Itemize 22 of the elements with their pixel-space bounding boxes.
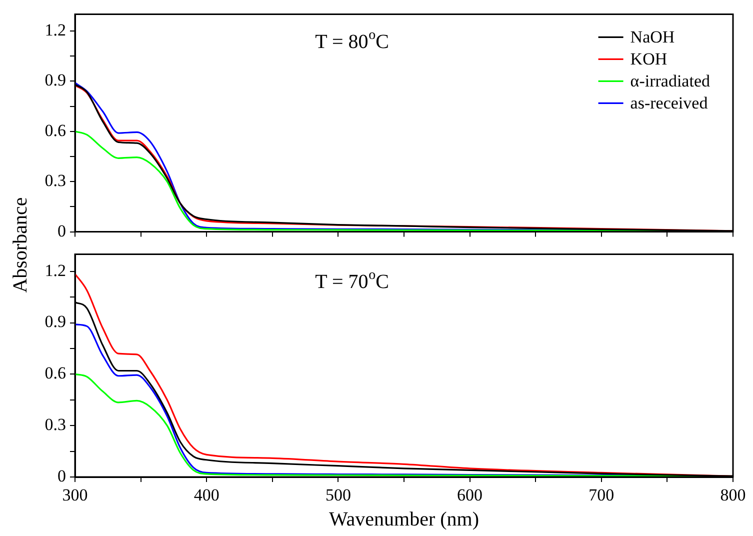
y-tick-label: 1.2 (44, 260, 66, 280)
legend-label: NaOH (630, 28, 675, 47)
y-tick-label: 0 (58, 221, 66, 240)
x-tick-label: 600 (457, 486, 483, 505)
y-tick-label: 0.3 (44, 171, 66, 190)
legend-label: as-received (630, 94, 708, 113)
x-tick-label: 400 (194, 486, 220, 505)
x-tick-label: 300 (62, 486, 88, 505)
legend-label: KOH (630, 50, 668, 69)
legend-label: α-irradiated (630, 72, 710, 91)
y-tick-label: 0.6 (44, 120, 66, 140)
x-tick-label: 700 (588, 486, 614, 505)
y-tick-label: 0.3 (44, 415, 66, 434)
x-tick-label: 800 (720, 486, 746, 505)
x-tick-label: 500 (325, 486, 351, 505)
y-tick-label: 1.2 (44, 20, 66, 40)
y-tick-label: 0.9 (44, 70, 66, 90)
y-tick-label: 0 (58, 466, 66, 486)
y-axis-title: Absorbance (10, 197, 32, 293)
y-tick-label: 0.9 (44, 312, 66, 332)
y-tick-label: 0.6 (44, 364, 66, 383)
x-axis-title: Wavenumber (nm) (329, 508, 479, 530)
